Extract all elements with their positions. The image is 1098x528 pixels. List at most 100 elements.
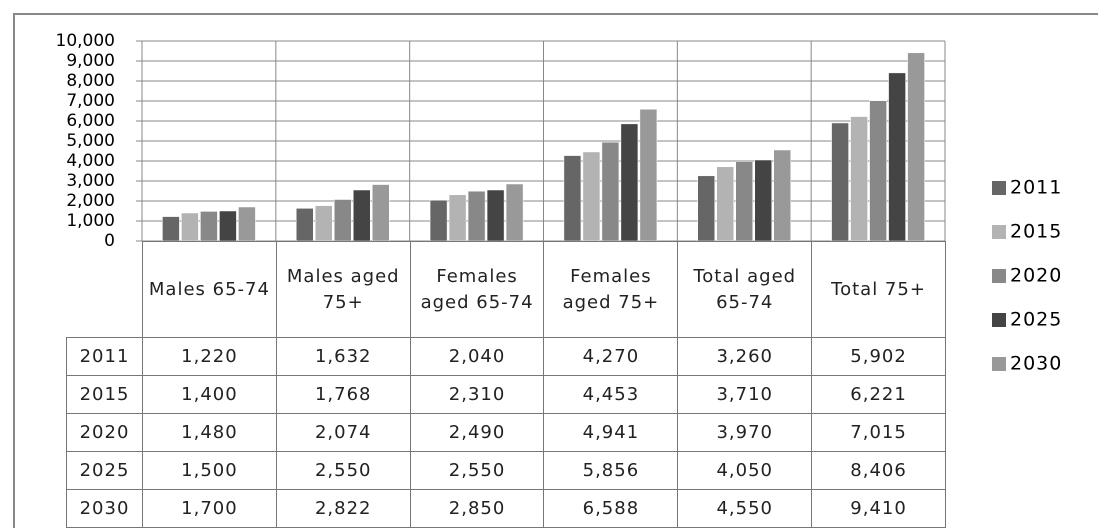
bar: [773, 149, 791, 242]
bar: [372, 184, 390, 242]
value-cell: 5,856: [543, 451, 679, 490]
y-tick-label: 5,000: [66, 131, 115, 151]
value-cell: 2,850: [409, 489, 545, 528]
value-cell: 1,632: [275, 337, 411, 376]
bar: [601, 141, 620, 242]
data-row: 2025 1,500 2,550 2,550 5,856 4,050 8,406: [66, 451, 946, 490]
legend-label: 2015: [1010, 221, 1062, 243]
legend-swatch: [992, 357, 1006, 371]
bar: [697, 175, 715, 242]
bar: [181, 212, 199, 242]
bar: [831, 122, 849, 242]
bar: [315, 205, 333, 242]
bar: [716, 166, 734, 242]
value-cell: 4,453: [543, 375, 679, 414]
y-tick-label: 9,000: [66, 51, 115, 71]
value-cell: 3,710: [677, 375, 813, 414]
bar: [639, 108, 658, 242]
category-header: Total aged 65-74: [677, 241, 813, 338]
value-cell: 6,588: [543, 489, 679, 528]
value-cell: 4,550: [677, 489, 813, 528]
bar: [200, 211, 218, 242]
bar: [888, 72, 906, 242]
value-cell: 7,015: [811, 413, 946, 452]
value-cell: 2,822: [275, 489, 411, 528]
y-tick-label: 4,000: [66, 151, 115, 171]
value-cell: 3,970: [677, 413, 813, 452]
y-tick-label: 3,000: [66, 171, 115, 191]
corner-cell: [66, 241, 143, 338]
value-cell: 1,220: [142, 337, 277, 376]
data-row: 2015 1,400 1,768 2,310 4,453 3,710 6,221: [66, 375, 946, 414]
value-cell: 1,480: [142, 413, 277, 452]
value-cell: 9,410: [811, 489, 946, 528]
y-tick-label: 8,000: [66, 71, 115, 91]
value-cell: 2,040: [409, 337, 545, 376]
legend-label: 2030: [1010, 353, 1062, 375]
legend-swatch: [992, 225, 1006, 239]
row-header: 2011: [66, 337, 143, 376]
data-row: 2020 1,480 2,074 2,490 4,941 3,970 7,015: [66, 413, 946, 452]
value-cell: 1,500: [142, 451, 277, 490]
data-row: 2011 1,220 1,632 2,040 4,270 3,260 5,902: [66, 337, 946, 376]
bar: [563, 155, 582, 242]
y-tick-label: 7,000: [66, 91, 115, 111]
value-cell: 2,310: [409, 375, 545, 414]
bar: [219, 210, 237, 242]
data-table: Males 65-74 Males aged 75+ Females aged 65…: [66, 241, 946, 528]
y-tick-label: 10,000: [56, 31, 115, 51]
legend-label: 2011: [1010, 177, 1062, 199]
bar: [334, 199, 352, 242]
value-cell: 8,406: [811, 451, 946, 490]
category-header: Females aged 75+: [543, 241, 679, 338]
row-header: 2015: [66, 375, 143, 414]
value-cell: 6,221: [811, 375, 946, 414]
bar: [754, 159, 772, 242]
bar: [429, 199, 448, 242]
bar: [467, 190, 486, 242]
header-row: Males 65-74 Males aged 75+ Females aged 65…: [66, 241, 946, 338]
bar: [162, 216, 180, 242]
bar: [869, 100, 887, 242]
value-cell: 2,550: [275, 451, 411, 490]
value-cell: 2,550: [409, 451, 545, 490]
bar: [505, 183, 524, 242]
y-tick-label: 6,000: [66, 111, 115, 131]
value-cell: 2,074: [275, 413, 411, 452]
row-header: 2030: [66, 489, 143, 528]
bar: [907, 52, 925, 242]
y-tick-label: 2,000: [66, 191, 115, 211]
bar: [850, 116, 868, 242]
legend-label: 2025: [1010, 309, 1062, 331]
bar: [238, 206, 256, 242]
value-cell: 1,700: [142, 489, 277, 528]
value-cell: 1,400: [142, 375, 277, 414]
category-header: Males aged 75+: [275, 241, 411, 338]
bar: [353, 189, 371, 242]
legend-swatch: [992, 181, 1006, 195]
value-cell: 2,490: [409, 413, 545, 452]
bar: [486, 189, 505, 242]
value-cell: 3,260: [677, 337, 813, 376]
row-header: 2020: [66, 413, 143, 452]
data-row: 2030 1,700 2,822 2,850 6,588 4,550 9,410: [66, 489, 946, 528]
value-cell: 1,768: [275, 375, 411, 414]
value-cell: 5,902: [811, 337, 946, 376]
bar: [620, 123, 639, 242]
value-cell: 4,050: [677, 451, 813, 490]
category-header: Females aged 65-74: [409, 241, 545, 338]
bar: [296, 208, 314, 242]
category-header: Total 75+: [811, 241, 946, 338]
bar: [735, 161, 753, 242]
row-header: 2025: [66, 451, 143, 490]
legend-label: 2020: [1010, 265, 1062, 287]
legend-swatch: [992, 313, 1006, 327]
y-tick-label: 0: [104, 231, 115, 251]
y-tick-label: 1,000: [66, 211, 115, 231]
bar: [582, 151, 601, 242]
frame: [13, 13, 1098, 528]
value-cell: 4,270: [543, 337, 679, 376]
legend-swatch: [992, 269, 1006, 283]
